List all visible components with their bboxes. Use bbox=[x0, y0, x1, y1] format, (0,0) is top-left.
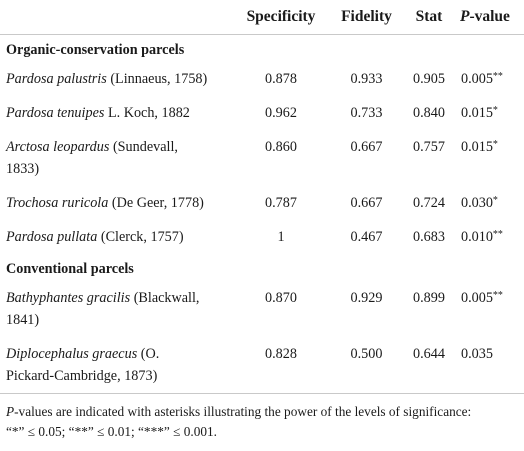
footnote-line-2: “*” ≤ 0.05; “**” ≤ 0.01; “***” ≤ 0.001. bbox=[6, 424, 217, 439]
p-value-cell: 0.035 bbox=[455, 337, 524, 394]
p-value-cell: 0.030* bbox=[461, 195, 498, 211]
table-row: Bathyphantes gracilis (Blackwall, 1841) 0… bbox=[0, 281, 524, 337]
header-row: Specificity Fidelity Stat P-value bbox=[0, 0, 524, 35]
results-table-container: Specificity Fidelity Stat P-value Organi… bbox=[0, 0, 524, 394]
species-cell: Pardosa palustris (Linnaeus, 1758) bbox=[6, 71, 208, 87]
header-specificity: Specificity bbox=[232, 0, 330, 35]
header-fidelity: Fidelity bbox=[330, 0, 403, 35]
fidelity-cell: 0.500 bbox=[330, 337, 403, 394]
species-cell: Pardosa tenuipes L. Koch, 1882 bbox=[6, 105, 190, 121]
stat-cell: 0.644 bbox=[403, 337, 455, 394]
species-cell: Diplocephalus graecus (O. Pickard-Cambrid… bbox=[0, 337, 232, 394]
header-species bbox=[0, 0, 232, 35]
p-value-cell: 0.015* bbox=[461, 105, 498, 121]
specificity-cell: 0.962 bbox=[265, 105, 297, 121]
specificity-cell: 0.828 bbox=[232, 337, 330, 394]
p-value-cell: 0.010** bbox=[461, 229, 503, 245]
fidelity-cell: 0.667 bbox=[350, 195, 383, 211]
group-title: Conventional parcels bbox=[6, 261, 134, 277]
p-value-cell: 0.005** bbox=[461, 290, 503, 306]
table-row: Pardosa pullata (Clerck, 1757) 1 0.467 0… bbox=[0, 220, 524, 254]
species-cell: Bathyphantes gracilis (Blackwall, 1841) bbox=[6, 290, 200, 328]
group-header-organic: Organic-conservation parcels bbox=[0, 35, 524, 63]
specificity-cell: 0.860 bbox=[265, 139, 297, 155]
header-stat: Stat bbox=[403, 0, 455, 35]
stat-cell: 0.899 bbox=[413, 290, 445, 306]
stat-cell: 0.905 bbox=[413, 71, 445, 87]
group-title: Organic-conservation parcels bbox=[6, 42, 185, 58]
fidelity-cell: 0.467 bbox=[350, 229, 383, 245]
footnote-p-italic: P bbox=[6, 404, 15, 419]
species-cell: Arctosa leopardus (Sundevall, 1833) bbox=[6, 139, 178, 177]
stat-cell: 0.757 bbox=[413, 139, 445, 155]
specificity-cell: 0.878 bbox=[265, 71, 297, 87]
header-p-value: P-value bbox=[455, 0, 524, 35]
fidelity-cell: 0.733 bbox=[350, 105, 383, 121]
species-cell: Trochosa ruricola (De Geer, 1778) bbox=[6, 195, 204, 211]
fidelity-cell: 0.667 bbox=[350, 139, 383, 155]
fidelity-cell: 0.929 bbox=[350, 290, 383, 306]
stat-cell: 0.724 bbox=[413, 195, 445, 211]
table-row: Arctosa leopardus (Sundevall, 1833) 0.860… bbox=[0, 130, 524, 186]
specificity-cell: 0.870 bbox=[265, 290, 297, 306]
p-value-cell: 0.015* bbox=[461, 139, 498, 155]
table-row: Pardosa tenuipes L. Koch, 1882 0.962 0.7… bbox=[0, 96, 524, 130]
table-row: Trochosa ruricola (De Geer, 1778) 0.787 … bbox=[0, 186, 524, 220]
specificity-cell: 1 bbox=[277, 229, 285, 245]
footnote-line-1: -values are indicated with asterisks ill… bbox=[14, 404, 472, 419]
table-row: Pardosa palustris (Linnaeus, 1758) 0.878… bbox=[0, 62, 524, 96]
species-cell: Pardosa pullata (Clerck, 1757) bbox=[6, 229, 184, 245]
fidelity-cell: 0.933 bbox=[350, 71, 383, 87]
specificity-cell: 0.787 bbox=[265, 195, 297, 211]
p-value-cell: 0.005** bbox=[461, 71, 503, 87]
indicator-species-table: Specificity Fidelity Stat P-value Organi… bbox=[0, 0, 524, 394]
stat-cell: 0.840 bbox=[413, 105, 445, 121]
table-row: Diplocephalus graecus (O. Pickard-Cambrid… bbox=[0, 337, 524, 394]
table-footnote: P-values are indicated with asterisks il… bbox=[6, 402, 522, 442]
stat-cell: 0.683 bbox=[413, 229, 445, 245]
group-header-conventional: Conventional parcels bbox=[0, 254, 524, 281]
